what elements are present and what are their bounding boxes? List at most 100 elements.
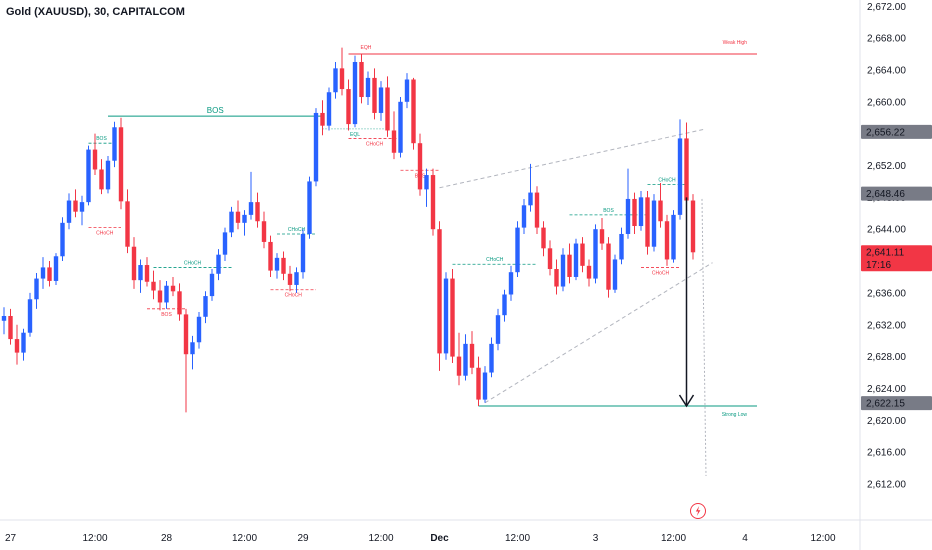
candle-body[interactable] — [144, 265, 150, 282]
candle-body[interactable] — [664, 221, 670, 260]
candle-body[interactable] — [14, 339, 20, 353]
candle-body[interactable] — [489, 343, 494, 373]
candle-body[interactable] — [131, 246, 137, 281]
candle-body[interactable] — [248, 202, 254, 215]
candle-body[interactable] — [599, 229, 605, 244]
candle-body[interactable] — [157, 290, 163, 303]
candle-body[interactable] — [1, 315, 7, 321]
candle-body[interactable] — [372, 77, 377, 113]
candle-body[interactable] — [580, 243, 585, 266]
candle-body[interactable] — [482, 372, 488, 400]
candle-body[interactable] — [183, 314, 189, 355]
candle-body[interactable] — [287, 273, 293, 285]
candle-body[interactable] — [404, 79, 410, 102]
candle-body[interactable] — [125, 201, 130, 247]
candle-body[interactable] — [469, 343, 475, 368]
candle-body[interactable] — [339, 68, 345, 90]
candle-body[interactable] — [645, 197, 650, 247]
candle-body[interactable] — [378, 87, 384, 113]
candle-body[interactable] — [203, 296, 208, 317]
candle-body[interactable] — [268, 241, 273, 271]
candle-body[interactable] — [86, 149, 91, 203]
candle-body[interactable] — [463, 343, 468, 376]
dotted-projection[interactable] — [701, 198, 707, 477]
candle-body[interactable] — [625, 198, 631, 234]
candle-body[interactable] — [541, 227, 546, 249]
candle-body[interactable] — [300, 233, 306, 273]
candle-body[interactable] — [47, 267, 52, 281]
candle-body[interactable] — [112, 127, 117, 161]
candle-body[interactable] — [424, 175, 429, 190]
candle-body[interactable] — [573, 243, 579, 277]
candle-body[interactable] — [242, 214, 247, 223]
candle-body[interactable] — [105, 160, 111, 190]
candle-body[interactable] — [391, 130, 397, 153]
candle-body[interactable] — [619, 233, 624, 260]
candle-body[interactable] — [430, 175, 436, 230]
candle-body[interactable] — [365, 77, 371, 98]
candle-body[interactable] — [502, 294, 507, 316]
candle-body[interactable] — [40, 267, 46, 279]
candle-body[interactable] — [326, 92, 332, 126]
candle-body[interactable] — [170, 285, 176, 292]
candle-body[interactable] — [352, 61, 358, 125]
candle-body[interactable] — [66, 200, 72, 223]
candle-body[interactable] — [294, 272, 299, 285]
candle-body[interactable] — [346, 89, 351, 125]
candle-body[interactable] — [60, 222, 65, 257]
candle-body[interactable] — [515, 227, 520, 273]
candle-body[interactable] — [443, 278, 449, 354]
candle-body[interactable] — [79, 202, 85, 212]
candle-body[interactable] — [417, 143, 423, 190]
candle-body[interactable] — [27, 299, 33, 333]
candle-body[interactable] — [606, 243, 611, 290]
candle-body[interactable] — [534, 192, 540, 228]
candle-body[interactable] — [411, 79, 416, 144]
candle-body[interactable] — [612, 259, 618, 290]
candle-body[interactable] — [547, 248, 553, 270]
candle-body[interactable] — [684, 138, 689, 201]
candle-body[interactable] — [138, 265, 143, 281]
candle-body[interactable] — [651, 200, 657, 247]
candle-body[interactable] — [658, 200, 663, 222]
candle-body[interactable] — [508, 272, 514, 295]
candle-body[interactable] — [632, 198, 637, 227]
candle-body[interactable] — [677, 138, 683, 215]
candle-body[interactable] — [255, 202, 260, 222]
candle-body[interactable] — [34, 278, 39, 300]
candle-body[interactable] — [177, 291, 182, 315]
candle-body[interactable] — [190, 342, 195, 355]
candle-body[interactable] — [495, 315, 501, 344]
candle-body[interactable] — [398, 101, 403, 153]
candle-body[interactable] — [671, 214, 676, 260]
candle-body[interactable] — [151, 281, 156, 291]
candle-body[interactable] — [209, 273, 215, 297]
candle-body[interactable] — [164, 285, 169, 303]
candle-body[interactable] — [274, 257, 280, 271]
candle-body[interactable] — [216, 254, 221, 274]
candle-body[interactable] — [593, 229, 598, 279]
candle-body[interactable] — [554, 269, 559, 287]
wedge-line[interactable] — [439, 128, 707, 189]
candle-body[interactable] — [307, 181, 312, 234]
candle-body[interactable] — [222, 232, 228, 255]
candle-body[interactable] — [73, 200, 78, 212]
candle-body[interactable] — [450, 278, 455, 357]
wedge-line[interactable] — [484, 262, 713, 404]
candle-body[interactable] — [235, 211, 241, 223]
candle-body[interactable] — [567, 254, 572, 277]
candle-body[interactable] — [281, 257, 286, 274]
candle-body[interactable] — [118, 127, 124, 202]
candle-body[interactable] — [8, 315, 13, 340]
candle-body[interactable] — [456, 356, 462, 376]
lightning-icon[interactable] — [690, 503, 706, 519]
candle-body[interactable] — [21, 332, 26, 353]
candle-body[interactable] — [528, 192, 533, 206]
candle-body[interactable] — [53, 256, 59, 281]
candle-body[interactable] — [437, 229, 442, 354]
candle-body[interactable] — [196, 316, 202, 343]
candle-body[interactable] — [320, 112, 325, 126]
candle-body[interactable] — [638, 197, 644, 227]
